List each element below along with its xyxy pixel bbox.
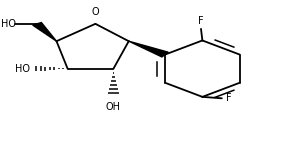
- Text: F: F: [226, 93, 232, 103]
- Text: HO: HO: [15, 64, 30, 74]
- Text: OH: OH: [106, 102, 121, 112]
- Text: HO: HO: [1, 19, 16, 29]
- Text: O: O: [92, 7, 99, 17]
- Text: F: F: [198, 16, 204, 26]
- Polygon shape: [129, 41, 168, 57]
- Polygon shape: [33, 22, 56, 41]
